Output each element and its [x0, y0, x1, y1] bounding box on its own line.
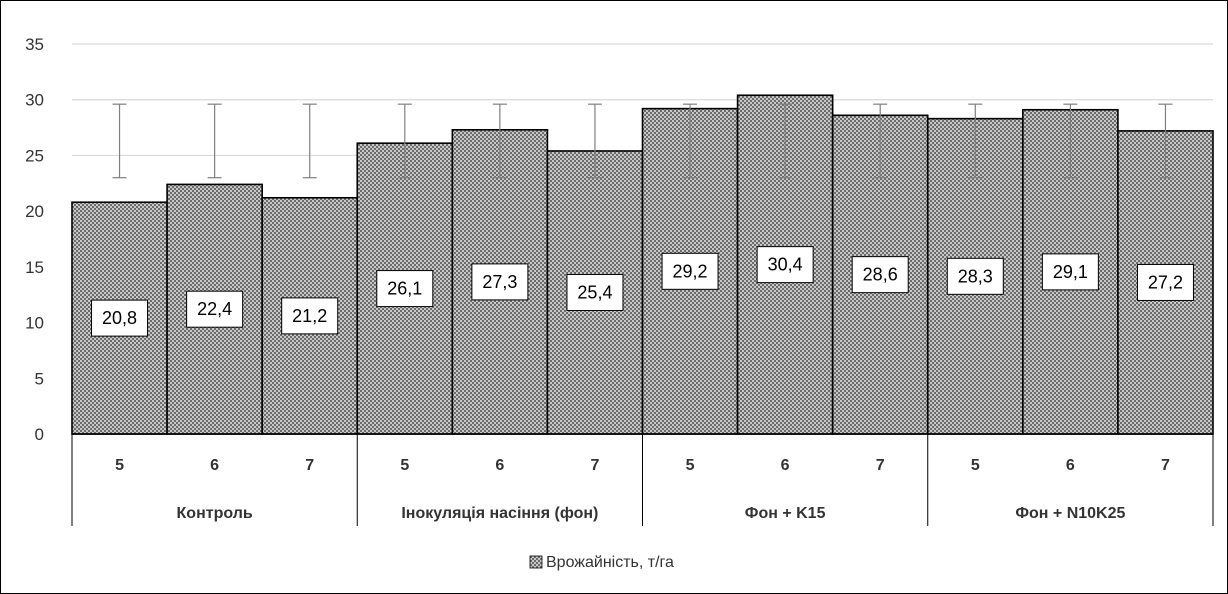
data-label: 27,2	[1148, 272, 1183, 292]
data-label-box	[281, 297, 339, 335]
group-label: Інокуляція насіння (фон)	[401, 505, 598, 522]
data-label-box	[946, 257, 1004, 295]
y-tick-label: 20	[25, 202, 44, 221]
data-label: 20,8	[102, 308, 137, 328]
data-label-box	[91, 299, 149, 337]
x-tick-label: 5	[400, 457, 409, 474]
data-label: 29,1	[1053, 262, 1088, 282]
legend-swatch	[529, 555, 543, 569]
x-tick-label: 6	[210, 457, 219, 474]
group-label: Фон + N10K25	[1015, 505, 1125, 522]
group-label: Фон + K15	[745, 505, 826, 522]
data-label: 28,6	[863, 265, 898, 285]
y-tick-label: 5	[35, 369, 44, 388]
error-bars	[112, 103, 1173, 179]
x-tick-label: 7	[1161, 457, 1170, 474]
data-label: 22,4	[197, 299, 232, 319]
data-labels: 20,8 22,4 21,2 26,1 27,3 25,4 29,2 30,4 28,6 28,3…	[91, 246, 1194, 337]
x-tick-label: 7	[591, 457, 600, 474]
y-tick-label: 25	[25, 146, 44, 165]
legend-label: Врожайність, т/га	[546, 554, 674, 571]
x-tick-label: 7	[305, 457, 314, 474]
data-label: 30,4	[768, 255, 803, 275]
data-label: 25,4	[577, 282, 612, 302]
data-label-box	[1041, 253, 1099, 291]
y-tick-label: 0	[35, 425, 44, 444]
x-tick-label: 5	[971, 457, 980, 474]
data-label: 21,2	[292, 306, 327, 326]
x-axis: 5 6 7 5 6 7 5 6 7 5 6 7 Контроль Інокуляція насіння (…	[71, 433, 1214, 526]
data-label: 27,3	[482, 272, 517, 292]
data-label-box	[186, 290, 244, 328]
x-tick-label: 7	[876, 457, 885, 474]
x-tick-label: 6	[1066, 457, 1075, 474]
x-tick-label: 5	[686, 457, 695, 474]
y-tick-label: 15	[25, 258, 44, 277]
x-tick-label: 6	[781, 457, 790, 474]
y-tick-label: 30	[25, 91, 44, 110]
data-label-box	[756, 246, 814, 284]
data-label-box	[1136, 263, 1194, 301]
x-tick-label: 5	[115, 457, 124, 474]
y-axis: 0 5 10 15 20 25 30 35	[25, 35, 44, 444]
y-tick-label: 10	[25, 314, 44, 333]
data-label-box	[376, 270, 434, 308]
data-label: 29,2	[673, 261, 708, 281]
bars	[71, 94, 1214, 435]
legend: Врожайність, т/га	[529, 554, 674, 571]
data-label-box	[566, 273, 624, 311]
group-label: Контроль	[177, 505, 253, 522]
data-label-box	[661, 252, 719, 290]
data-label-box	[851, 256, 909, 294]
data-label: 26,1	[387, 279, 422, 299]
y-tick-label: 35	[25, 35, 44, 54]
x-tick-label: 6	[495, 457, 504, 474]
data-label-box	[471, 263, 529, 301]
data-label: 28,3	[958, 266, 993, 286]
